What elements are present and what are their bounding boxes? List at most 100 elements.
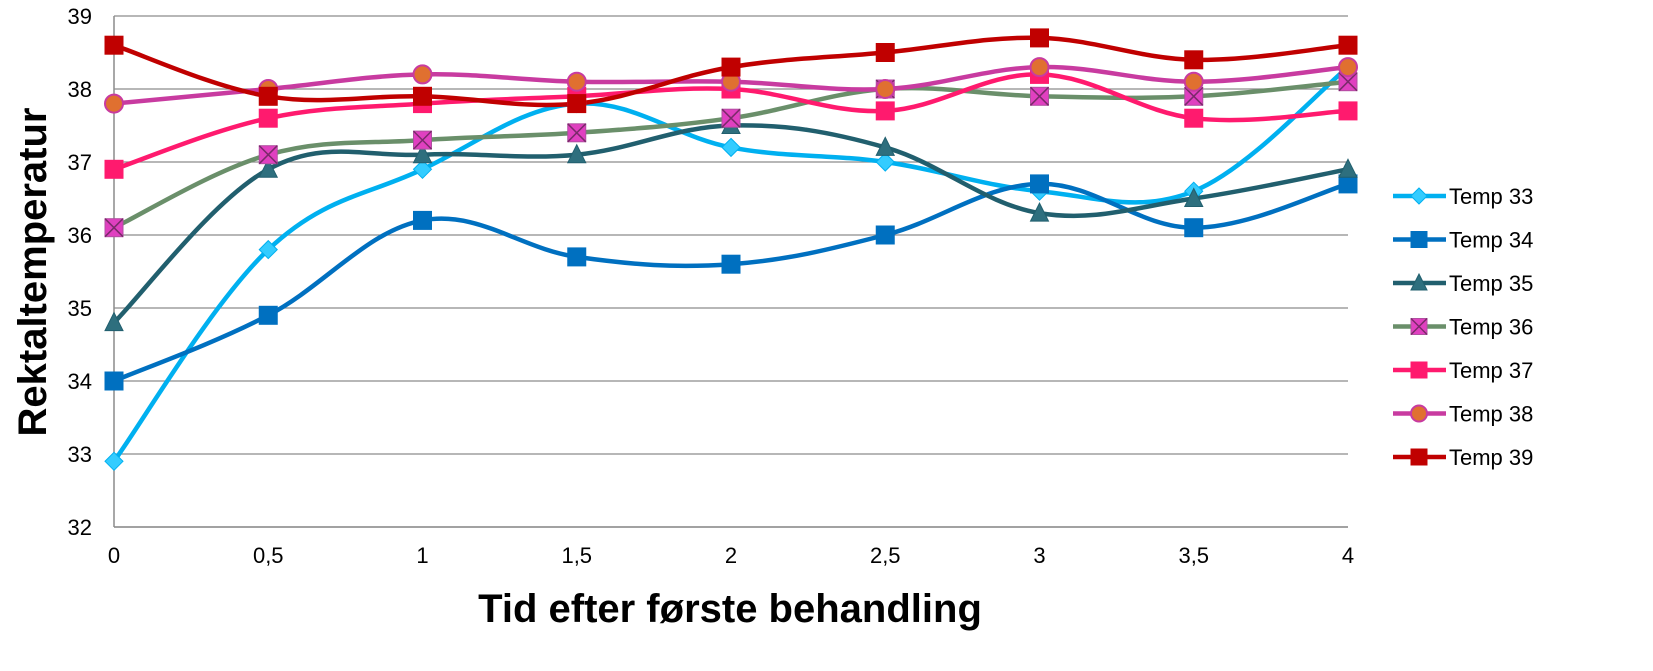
series-markers xyxy=(104,28,1358,472)
data-point-temp-36-cross xyxy=(104,218,124,238)
legend-entry-temp-36: Temp 36 xyxy=(1393,315,1533,340)
data-point-temp-36-cross xyxy=(1338,72,1358,92)
data-point-temp-34 xyxy=(104,371,124,391)
data-point-temp-37 xyxy=(1184,108,1204,128)
data-point-temp-33 xyxy=(104,451,124,472)
legend-label: Temp 35 xyxy=(1449,271,1533,296)
data-point-temp-35 xyxy=(1183,187,1204,207)
axes: 32 33 34 35 36 37 38 39 0 0,5 1 1,5 2 2,5 3 3,5 4 xyxy=(68,4,1355,568)
legend-entry-temp-38: Temp 38 xyxy=(1393,402,1533,427)
data-point-temp-39 xyxy=(413,86,432,106)
data-point-temp-39 xyxy=(567,94,587,114)
legend-label: Temp 37 xyxy=(1449,358,1533,383)
gridlines xyxy=(114,15,1348,528)
data-point-temp-36-cross xyxy=(1184,86,1204,106)
data-point-temp-36 xyxy=(567,123,587,143)
data-point-temp-35 xyxy=(875,136,896,156)
x-tick-label: 4 xyxy=(1342,543,1354,568)
data-point-temp-33 xyxy=(875,152,895,172)
legend: Temp 33 Temp 34 Temp 35 Temp 36 Temp 37 Temp … xyxy=(1393,184,1533,470)
data-point-temp-33 xyxy=(258,239,278,260)
x-tick-label: 1,5 xyxy=(561,543,592,568)
data-point-temp-36 xyxy=(1338,72,1358,92)
data-point-temp-38 xyxy=(1183,71,1204,92)
x-tick-label: 2,5 xyxy=(870,543,901,568)
legend-label: Temp 36 xyxy=(1449,315,1533,340)
legend-label: Temp 34 xyxy=(1449,228,1533,253)
data-point-temp-39 xyxy=(875,43,895,62)
data-point-temp-33 xyxy=(412,159,433,180)
y-tick-label: 39 xyxy=(68,4,92,29)
y-tick-label: 35 xyxy=(68,296,92,321)
data-point-temp-36 xyxy=(104,218,124,238)
legend-marker xyxy=(1410,231,1428,248)
x-tick-label: 0 xyxy=(108,543,120,568)
legend-marker xyxy=(1410,187,1428,205)
legend-marker-cross xyxy=(1410,317,1428,336)
data-point-temp-34 xyxy=(875,225,895,245)
legend-label: Temp 38 xyxy=(1449,402,1533,427)
data-point-temp-39 xyxy=(258,86,278,106)
legend-entry-temp-33: Temp 33 xyxy=(1393,184,1533,209)
data-point-temp-34 xyxy=(1184,218,1204,238)
data-point-temp-37 xyxy=(104,159,124,179)
legend-marker xyxy=(1410,448,1428,466)
data-point-temp-38 xyxy=(566,71,587,92)
legend-entry-temp-39: Temp 39 xyxy=(1393,445,1533,470)
y-tick-label: 38 xyxy=(68,77,92,102)
data-point-temp-35 xyxy=(1338,158,1358,178)
data-point-temp-38 xyxy=(104,93,124,114)
data-point-temp-36 xyxy=(1184,86,1204,106)
y-axis-title: Rektaltemperatur xyxy=(11,107,55,436)
data-point-temp-37 xyxy=(875,101,895,121)
legend-entry-temp-34: Temp 34 xyxy=(1393,228,1533,253)
data-point-temp-36 xyxy=(412,130,433,150)
legend-marker xyxy=(1410,404,1428,423)
legend-label: Temp 33 xyxy=(1449,184,1533,209)
data-point-temp-36-cross xyxy=(258,145,278,165)
legend-entry-temp-35: Temp 35 xyxy=(1393,271,1533,296)
data-point-temp-39 xyxy=(721,57,741,77)
data-point-temp-34 xyxy=(567,247,587,267)
data-point-temp-34 xyxy=(1030,174,1049,194)
y-tick-label: 33 xyxy=(68,442,92,467)
legend-label: Temp 39 xyxy=(1449,445,1533,470)
legend-marker xyxy=(1410,272,1428,291)
data-point-temp-38 xyxy=(1029,57,1050,78)
x-axis-title: Tid efter første behandling xyxy=(478,587,982,631)
data-point-temp-33 xyxy=(721,137,741,158)
data-point-temp-36 xyxy=(721,108,741,128)
data-point-temp-36-cross xyxy=(721,108,741,128)
data-point-temp-34 xyxy=(258,305,278,325)
series-line-temp-33 xyxy=(111,64,1351,464)
data-point-temp-35 xyxy=(566,143,587,164)
legend-entry-temp-37: Temp 37 xyxy=(1393,358,1533,383)
data-point-temp-35 xyxy=(258,158,279,178)
series-line-temp-34 xyxy=(111,181,1351,384)
data-point-temp-39 xyxy=(1030,28,1049,48)
x-tick-label: 0,5 xyxy=(253,543,284,568)
legend-marker xyxy=(1410,361,1428,379)
data-point-temp-37 xyxy=(258,108,278,128)
data-point-temp-36-cross xyxy=(412,130,433,150)
legend-marker xyxy=(1410,317,1428,336)
y-tick-label: 32 xyxy=(68,515,92,540)
data-point-temp-36 xyxy=(258,145,278,165)
y-tick-label: 36 xyxy=(68,223,92,248)
data-point-temp-35 xyxy=(1029,201,1050,222)
data-point-temp-38 xyxy=(412,64,433,85)
data-point-temp-34 xyxy=(413,210,432,230)
data-point-temp-37 xyxy=(1338,101,1358,121)
data-point-temp-38 xyxy=(875,79,896,99)
data-point-temp-34 xyxy=(721,254,741,274)
data-point-temp-39 xyxy=(1184,50,1204,70)
series-lines xyxy=(111,35,1351,464)
data-point-temp-36 xyxy=(1029,86,1050,106)
x-tick-label: 3,5 xyxy=(1178,543,1209,568)
data-point-temp-35 xyxy=(412,143,433,164)
data-point-temp-39 xyxy=(104,35,124,55)
data-point-temp-39 xyxy=(1338,35,1358,55)
y-tick-label: 34 xyxy=(68,369,92,394)
